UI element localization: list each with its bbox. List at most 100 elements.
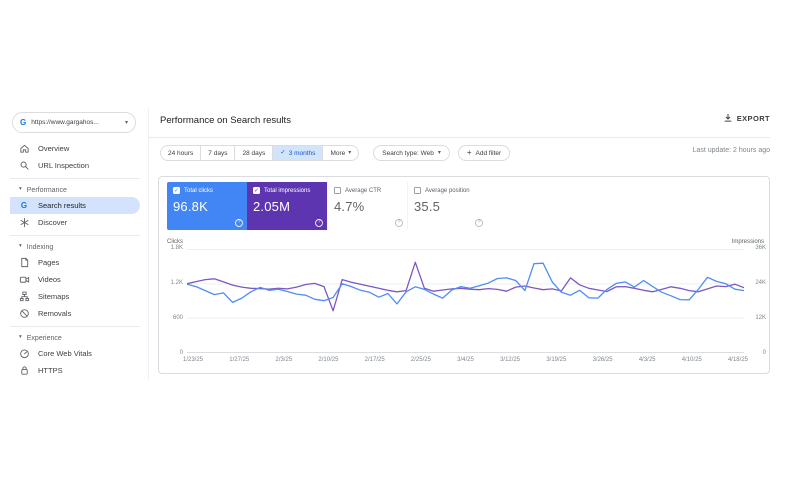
x-axis-tick-label: 3/4/25 (457, 357, 474, 363)
sitemap-tree-icon (18, 291, 30, 302)
axis-tick-label: 1.2K (170, 280, 183, 286)
sidebar-item-videos[interactable]: Videos (10, 271, 140, 288)
range-more[interactable]: More ▾ (323, 146, 358, 160)
chevron-down-icon: ▾ (19, 243, 22, 250)
clicks-axis-ticks: 1.8K 1.2K 600 0 (159, 245, 183, 356)
sidebar-item-label: Overview (38, 144, 70, 153)
search-type-filter[interactable]: Search type: Web ▾ (373, 145, 450, 161)
axis-tick-label: 36K (755, 245, 766, 251)
metric-tile-average-ctr[interactable]: Average CTR 4.7% ? (327, 182, 407, 230)
lock-icon (18, 365, 30, 376)
checkbox-empty-icon[interactable] (414, 187, 421, 194)
chevron-down-icon: ▾ (348, 150, 352, 156)
section-header-label: Indexing (26, 243, 54, 251)
x-axis-tick-label: 2/10/25 (318, 357, 339, 363)
sidebar-item-label: Sitemaps (38, 292, 70, 301)
x-axis-tick-label: 2/25/25 (410, 357, 431, 363)
sidebar-item-core-web-vitals[interactable]: Core Web Vitals (10, 345, 140, 362)
sidebar-section-performance[interactable]: ▾ Performance (10, 183, 148, 197)
metric-label: Total clicks (184, 187, 214, 194)
sidebar-item-label: HTTPS (38, 366, 63, 375)
axis-tick-label: 0 (762, 350, 766, 356)
metric-value: 4.7% (334, 199, 365, 214)
checkbox-checked-icon[interactable]: ✓ (173, 187, 180, 194)
metric-value: 35.5 (414, 199, 441, 214)
sidebar-item-url-inspection[interactable]: URL Inspection (10, 157, 140, 174)
sidebar-item-overview[interactable]: Overview (10, 140, 140, 157)
help-icon[interactable]: ? (315, 219, 323, 227)
discover-sparkle-icon (18, 217, 30, 228)
x-axis-tick-label: 4/3/25 (638, 357, 656, 363)
metric-tile-average-position[interactable]: Average position 35.5 ? (407, 182, 487, 230)
range-28-days[interactable]: 28 days (235, 146, 274, 160)
x-axis-tick-label: 3/19/25 (546, 357, 567, 363)
pages-file-icon (18, 257, 30, 268)
check-icon: ✓ (280, 148, 286, 156)
x-axis-tick-label: 1/27/25 (229, 357, 250, 363)
video-camera-icon (18, 274, 30, 285)
metric-tiles: ✓ Total clicks 96.8K ? ✓ Total impressio… (167, 182, 487, 230)
sidebar-item-label: URL Inspection (38, 161, 89, 170)
date-range-segmented-control: 24 hours 7 days 28 days ✓ 3 months More … (160, 145, 360, 161)
metric-value: 2.05M (253, 199, 291, 214)
sidebar-item-https[interactable]: HTTPS (10, 362, 140, 379)
sidebar-divider (10, 326, 140, 327)
axis-tick-label: 24K (755, 280, 766, 286)
performance-card: ✓ Total clicks 96.8K ? ✓ Total impressio… (158, 176, 770, 374)
filter-toolbar: 24 hours 7 days 28 days ✓ 3 months More … (160, 145, 511, 161)
sidebar-item-discover[interactable]: Discover (10, 214, 140, 231)
sidebar-item-label: Videos (38, 275, 61, 284)
performance-chart-svg (187, 249, 744, 353)
metric-label: Total impressions (264, 187, 311, 194)
sidebar-item-search-results[interactable]: G Search results (10, 197, 140, 214)
sidebar-item-sitemaps[interactable]: Sitemaps (10, 288, 140, 305)
header-divider (148, 137, 770, 138)
last-update-text: Last update: 2 hours ago (692, 147, 770, 154)
metric-tile-total-clicks[interactable]: ✓ Total clicks 96.8K ? (167, 182, 247, 230)
add-filter-label: Add filter (475, 149, 502, 157)
help-icon[interactable]: ? (235, 219, 243, 227)
sidebar-item-label: Search results (38, 201, 86, 210)
axis-tick-label: 0 (179, 350, 183, 356)
help-icon[interactable]: ? (475, 219, 483, 227)
property-selector[interactable]: G https://www.gargahos... ▾ (12, 112, 136, 133)
x-axis-tick-label: 3/12/25 (500, 357, 521, 363)
checkbox-empty-icon[interactable] (334, 187, 341, 194)
help-icon[interactable]: ? (395, 219, 403, 227)
series-line-total-clicks (187, 262, 744, 305)
search-icon (18, 160, 30, 171)
removals-icon (18, 308, 30, 319)
sidebar-section-experience[interactable]: ▾ Experience (10, 331, 148, 345)
range-label: 3 months (288, 149, 316, 157)
speed-gauge-icon (18, 348, 30, 359)
metric-tile-total-impressions[interactable]: ✓ Total impressions 2.05M ? (247, 182, 327, 230)
x-axis-tick-label: 2/17/25 (364, 357, 385, 363)
checkbox-checked-icon[interactable]: ✓ (253, 187, 260, 194)
series-line-total-impressions (187, 261, 744, 312)
axis-tick-label: 12K (755, 315, 766, 321)
download-icon (723, 113, 733, 123)
export-button[interactable]: EXPORT (723, 113, 770, 123)
google-g-icon: G (20, 200, 28, 210)
metric-label: Average position (425, 187, 470, 194)
google-g-icon: G (20, 117, 27, 127)
sidebar-item-removals[interactable]: Removals (10, 305, 140, 322)
range-7-days[interactable]: 7 days (201, 146, 236, 160)
x-axis-tick-label: 4/18/25 (727, 357, 748, 363)
sidebar-item-label: Removals (38, 309, 72, 318)
range-3-months[interactable]: ✓ 3 months (273, 146, 324, 160)
add-filter-button[interactable]: + Add filter (457, 145, 511, 161)
x-axis-labels: 1/23/25 1/27/25 2/3/25 2/10/25 2/17/25 2/25/2… (183, 357, 748, 363)
x-axis-tick-label: 1/23/25 (183, 357, 204, 363)
page-title: Performance on Search results (160, 115, 291, 126)
right-axis-title: Impressions (731, 239, 764, 245)
range-24-hours[interactable]: 24 hours (161, 146, 202, 160)
sidebar-section-indexing[interactable]: ▾ Indexing (10, 240, 148, 254)
metric-label: Average CTR (345, 187, 382, 194)
search-type-label: Search type: Web (382, 149, 434, 157)
range-label: 28 days (242, 149, 266, 157)
sidebar-item-label: Core Web Vitals (38, 349, 92, 358)
home-icon (18, 143, 30, 154)
sidebar-item-pages[interactable]: Pages (10, 254, 140, 271)
x-axis-tick-label: 3/26/25 (592, 357, 613, 363)
